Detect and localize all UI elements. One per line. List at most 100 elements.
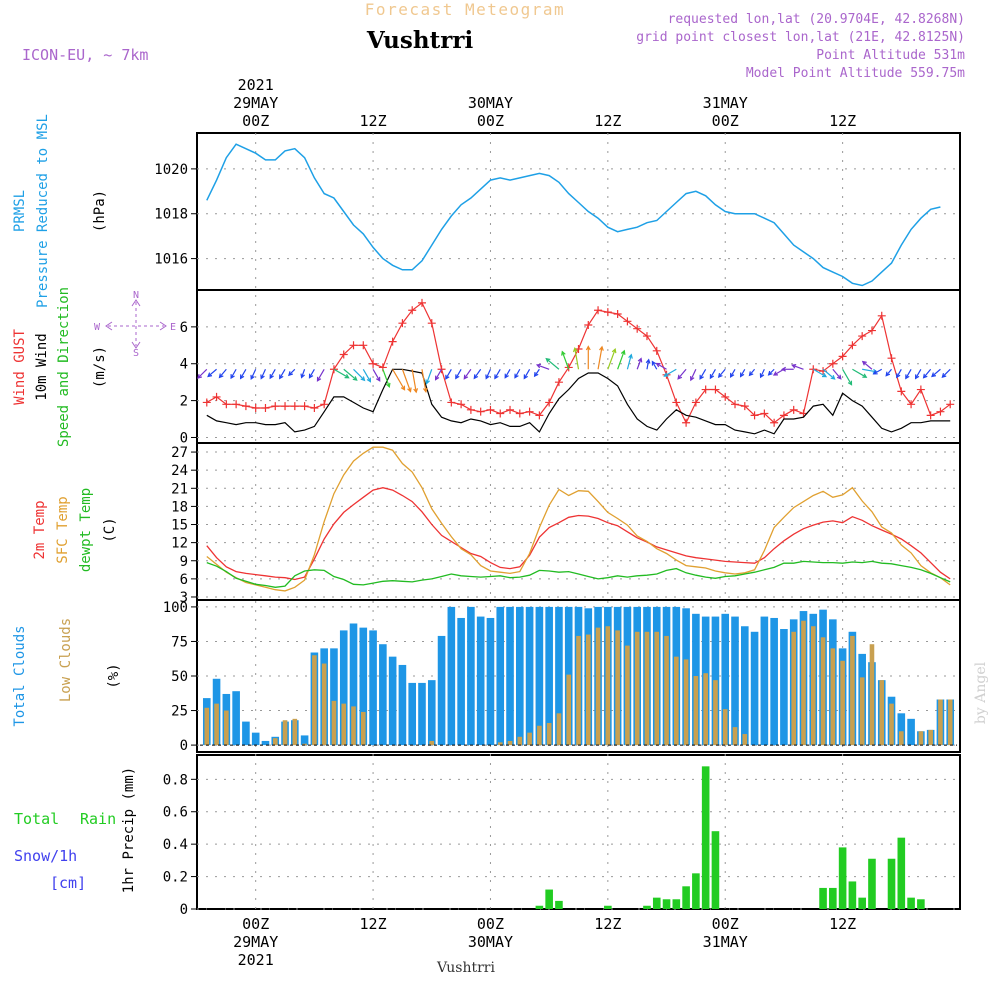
rain-bar [838,847,847,909]
low-clouds-bar [889,703,894,746]
temp-tick-label: 6 [180,572,188,588]
gust-point [281,402,290,411]
gust-point [701,385,710,394]
clouds-tick-label: 25 [171,704,188,720]
wind-direction-arrow [896,368,902,379]
low-clouds-bar [742,734,748,746]
wind-direction-arrow [655,362,667,370]
low-clouds-bar [625,645,630,746]
low-clouds-bar [302,743,307,746]
wind-direction-arrow [533,368,540,378]
wind-direction-arrow [279,368,286,380]
low-clouds-bar [566,674,572,746]
wind-tick-label: 2 [180,394,188,410]
wind-direction-arrow [401,369,412,393]
total-clouds-bar [721,613,730,746]
low-clouds-bar [576,635,581,746]
low-clouds-bar [928,729,933,746]
low-clouds-bar [683,659,689,746]
wind-direction-arrow [473,368,482,380]
total-clouds-bar [496,606,505,746]
total-clouds-bar [349,623,358,746]
total-clouds-bar [447,606,456,746]
gust-point [946,400,955,409]
gust-point [369,359,378,368]
wind-direction-arrow [514,368,521,379]
rain-bar [917,899,925,909]
gust-point [594,306,603,315]
low-clouds-bar [341,703,347,746]
total-clouds-bar [535,606,544,746]
low-clouds-bar [634,631,640,746]
rain-bar [829,887,837,909]
total-clouds-bar [770,617,778,746]
total-clouds-bar [388,656,397,746]
rain-bar [701,766,710,909]
wind-direction-arrow [288,368,296,377]
pressure-line [206,143,941,287]
gust-point [691,398,700,407]
precip-label-cm: [cm] [50,874,86,892]
gust-point [535,411,544,420]
temp-unit: (C) [102,517,118,542]
compass-n: N [133,290,139,301]
gust-point [907,400,916,409]
low-clouds-bar [595,627,601,746]
temp-tick-label: 15 [171,518,188,534]
wind-direction-arrow [239,368,247,380]
top-time-label: 00Z [242,112,269,130]
pressure-unit: (hPa) [92,190,108,232]
wind-direction-arrow [941,368,951,378]
clouds-unit: (%) [106,663,122,688]
pressure-tick-label: 1016 [154,252,188,268]
low-clouds-bar [703,673,708,746]
gust-point [838,352,847,361]
wind-direction-arrow [523,368,531,380]
bottom-time-label: 30MAY [468,933,513,951]
low-clouds-bar [517,736,523,746]
precip-unit: 1hr Precip (mm) [121,767,137,893]
top-time-label: 12Z [829,112,856,130]
gust-point [447,398,456,407]
total-clouds-bar [457,617,465,746]
total-clouds-bar [359,627,368,746]
wind-direction-arrow [411,369,419,394]
rain-bar [848,881,857,909]
gust-point [496,409,505,418]
clouds-label-total: Total Clouds [12,625,28,726]
low-clouds-bar [224,710,229,746]
bottom-time-label: 00Z [242,915,269,933]
wind-direction-arrow [717,368,726,378]
gust-point [750,411,759,420]
wind-direction-arrow [597,345,604,370]
wind-direction-arrow [260,369,267,380]
low-clouds-bar [644,631,650,746]
total-clouds-bar [467,606,475,746]
wind-direction-arrow [250,369,257,381]
wind-direction-arrow [791,364,804,370]
wind-direction-arrow [362,368,372,383]
total-clouds-bar [750,631,759,746]
wind-direction-arrow [445,368,452,380]
low-clouds-bar [850,635,855,746]
low-clouds-bar [899,731,904,746]
total-clouds-bar [398,664,407,746]
bottom-time-label: 00Z [712,915,739,933]
total-clouds-bar [379,644,387,746]
gust-point [290,402,299,411]
wind-label-gust: Wind GUST [12,329,28,405]
top-time-label: 29MAY [233,94,278,112]
wind-direction-arrow [739,368,746,378]
pressure-panel-frame [196,132,961,291]
compass-w: W [94,322,101,333]
low-clouds-bar [615,630,620,746]
gust-point [936,407,945,416]
low-clouds-bar [722,709,728,746]
gridpoint-coords: grid point closest lon,lat (21E, 42.8125… [636,30,965,45]
gust-point [721,392,730,401]
gust-point [251,403,260,412]
temp-tick-label: 12 [171,536,188,552]
gust-point [672,398,681,407]
top-time-label: 12Z [360,112,387,130]
